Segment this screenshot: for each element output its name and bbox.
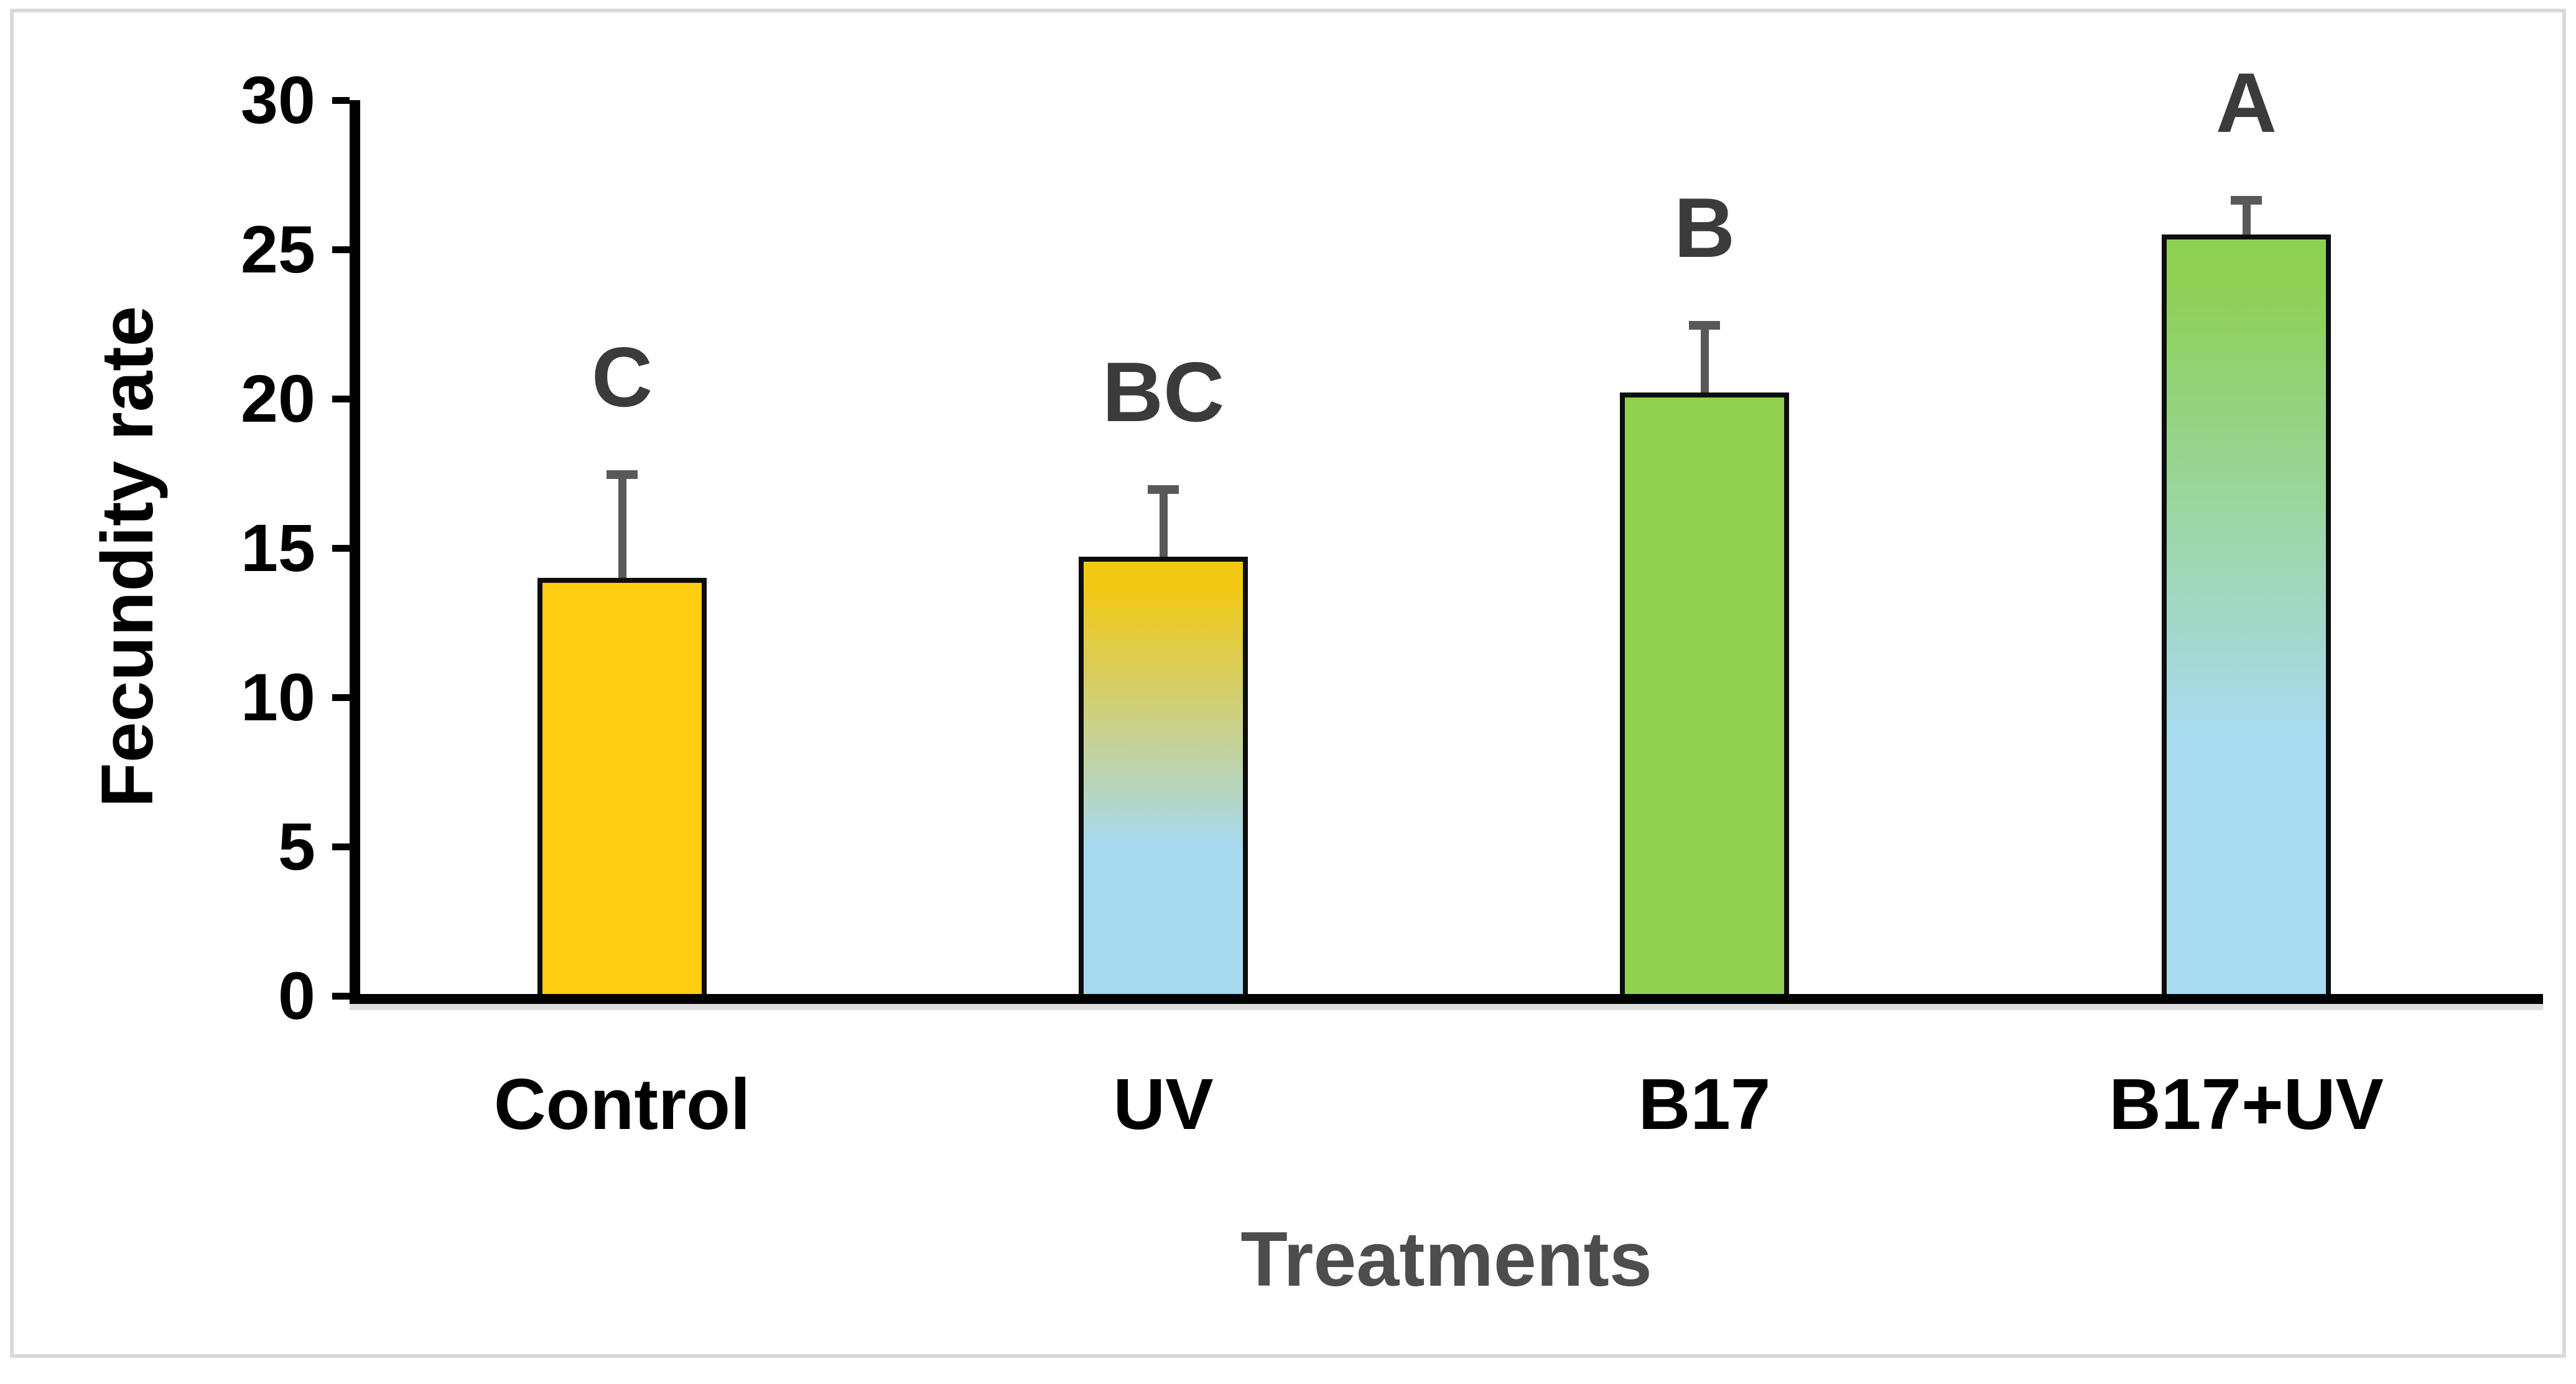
figure-frame (10, 9, 2566, 1358)
y-tick-label-5: 5 (277, 809, 315, 884)
bar-b17-uv (2162, 235, 2331, 1000)
x-axis-title: Treatments (1240, 1217, 1652, 1303)
error-bar-stem-control (618, 470, 626, 578)
x-tick-label-b17-uv: B17+UV (2109, 1064, 2384, 1145)
error-bar-cap-b17 (1689, 321, 1720, 330)
error-bar-stem-b17-uv (2242, 195, 2251, 235)
sig-letter-control: C (591, 330, 653, 425)
bar-b17 (1620, 392, 1789, 1000)
y-tick-label-20: 20 (240, 361, 315, 436)
y-tick-mark-5 (332, 843, 350, 850)
y-tick-mark-10 (332, 694, 350, 701)
sig-letter-uv: BC (1102, 345, 1225, 440)
y-axis-line (350, 100, 360, 1003)
y-tick-mark-0 (332, 993, 350, 1000)
bar-uv (1079, 557, 1248, 1000)
bar-control (537, 578, 707, 1000)
error-bar-cap-uv (1148, 485, 1179, 495)
y-tick-label-0: 0 (277, 958, 315, 1033)
sig-letter-b17-uv: A (2215, 55, 2277, 150)
error-bar-cap-b17-uv (2231, 195, 2262, 205)
y-tick-label-25: 25 (240, 211, 315, 287)
x-tick-label-b17: B17 (1638, 1064, 1771, 1145)
x-tick-label-uv: UV (1113, 1064, 1214, 1145)
error-bar-cap-control (607, 470, 638, 480)
x-axis-line (350, 994, 2543, 1004)
y-tick-label-15: 15 (240, 510, 315, 585)
error-bar-stem-uv (1159, 485, 1168, 557)
y-tick-label-30: 30 (240, 62, 315, 137)
y-tick-label-10: 10 (240, 659, 315, 735)
y-tick-mark-25 (332, 246, 350, 253)
sig-letter-b17: B (1673, 180, 1736, 276)
y-tick-mark-20 (332, 396, 350, 402)
x-axis-shadow (350, 1003, 2543, 1010)
error-bar-stem-b17 (1700, 321, 1709, 393)
x-tick-label-control: Control (493, 1064, 751, 1145)
y-tick-mark-15 (332, 545, 350, 552)
y-tick-mark-30 (332, 97, 350, 104)
